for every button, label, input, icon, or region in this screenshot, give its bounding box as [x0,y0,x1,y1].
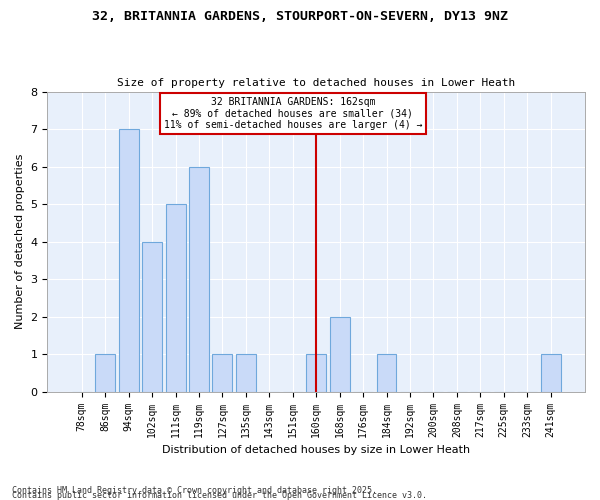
Bar [95,354,115,392]
Bar [166,204,185,392]
Bar [329,316,350,392]
Bar [236,354,256,392]
Bar [189,166,209,392]
Bar [541,354,560,392]
Title: Size of property relative to detached houses in Lower Heath: Size of property relative to detached ho… [117,78,515,88]
Text: Contains HM Land Registry data © Crown copyright and database right 2025.: Contains HM Land Registry data © Crown c… [12,486,377,495]
X-axis label: Distribution of detached houses by size in Lower Heath: Distribution of detached houses by size … [162,445,470,455]
Text: 32 BRITANNIA GARDENS: 162sqm
← 89% of detached houses are smaller (34)
11% of se: 32 BRITANNIA GARDENS: 162sqm ← 89% of de… [164,97,422,130]
Text: Contains public sector information licensed under the Open Government Licence v3: Contains public sector information licen… [12,491,427,500]
Bar [212,354,232,392]
Bar [377,354,397,392]
Y-axis label: Number of detached properties: Number of detached properties [15,154,25,330]
Bar [306,354,326,392]
Text: 32, BRITANNIA GARDENS, STOURPORT-ON-SEVERN, DY13 9NZ: 32, BRITANNIA GARDENS, STOURPORT-ON-SEVE… [92,10,508,23]
Bar [142,242,162,392]
Bar [119,129,139,392]
